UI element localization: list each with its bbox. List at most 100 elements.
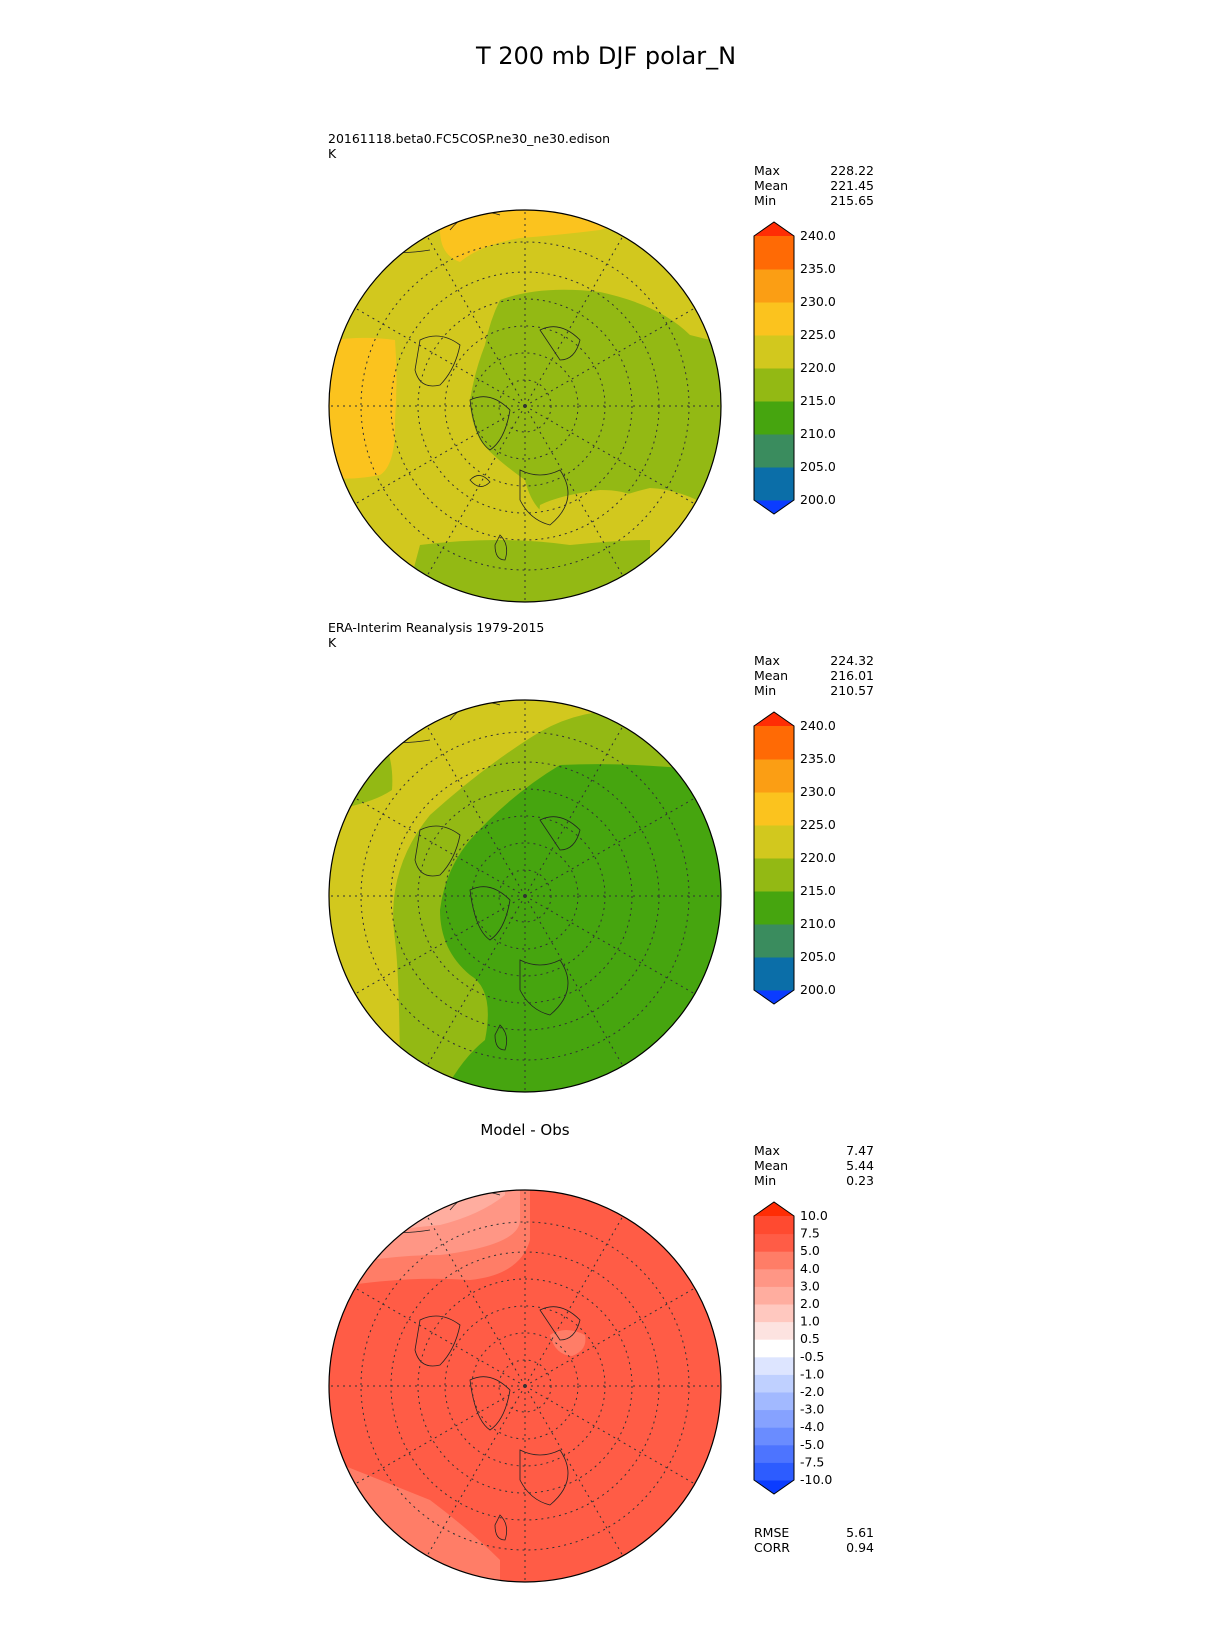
reference-colorbar-bottom-extension bbox=[754, 990, 794, 1004]
reference-max-value: 224.32 bbox=[830, 653, 874, 668]
reference-colorbar-segment bbox=[754, 726, 794, 760]
test-max-label: Max bbox=[754, 163, 780, 178]
diff-field-4-5-east bbox=[550, 1330, 586, 1356]
reference-colorbar-segment bbox=[754, 924, 794, 958]
diff-coastlines bbox=[379, 1190, 621, 1541]
test-map-boundary bbox=[328, 209, 722, 603]
diff-mean-value: 5.44 bbox=[846, 1158, 874, 1173]
diff-colorbar-bottom-extension bbox=[754, 1480, 794, 1494]
diff-colorbar-segment bbox=[754, 1409, 794, 1428]
reference-mean-label: Mean bbox=[754, 668, 789, 683]
diff-colorbar-tick-label: 10.0 bbox=[800, 1208, 828, 1223]
reference-colorbar-segment bbox=[754, 957, 794, 991]
diff-colorbar-segment bbox=[754, 1321, 794, 1340]
diff-colorbar-tick-label: 3.0 bbox=[800, 1278, 820, 1293]
diff-field-4-5-south bbox=[329, 1460, 500, 1582]
diff-gridlines bbox=[329, 1190, 721, 1582]
test-colorbar-bottom-extension bbox=[754, 500, 794, 514]
test-colorbar-tick-label: 220.0 bbox=[800, 360, 836, 375]
test-colorbar: 200.0 205.0 210.0 215.0 220.0 225.0 230.0 235.0… bbox=[753, 221, 836, 515]
test-field-225-230-north bbox=[440, 210, 642, 262]
reference-max-label: Max bbox=[754, 653, 780, 668]
reference-colorbar-tick-label: 215.0 bbox=[800, 883, 836, 898]
test-field-220-225 bbox=[329, 210, 721, 602]
diff-colorbar-segment bbox=[754, 1374, 794, 1393]
reference-name-line: ERA-Interim Reanalysis 1979-2015 bbox=[328, 620, 545, 635]
test-field-220-225-east-tongue bbox=[539, 490, 645, 546]
test-colorbar-tick-label: 205.0 bbox=[800, 459, 836, 474]
diff-min-value: 0.23 bbox=[846, 1173, 874, 1188]
test-colorbar-segment bbox=[754, 401, 794, 435]
test-gridlines bbox=[329, 210, 721, 602]
diff-colorbar-tick-label: -10.0 bbox=[800, 1472, 832, 1487]
test-field-225-230-west bbox=[329, 337, 397, 479]
reference-gridlines bbox=[329, 700, 721, 1092]
reference-colorbar-segment bbox=[754, 891, 794, 925]
reference-units: K bbox=[328, 635, 337, 650]
diff-colorbar-segment bbox=[754, 1268, 794, 1287]
figure-title: T 200 mb DJF polar_N bbox=[475, 42, 737, 70]
test-field-215-220-south bbox=[400, 540, 650, 602]
diff-colorbar-segment bbox=[754, 1233, 794, 1252]
test-coastlines bbox=[379, 210, 621, 561]
reference-colorbar-segment bbox=[754, 858, 794, 892]
diff-colorbar-segment bbox=[754, 1339, 794, 1358]
diff-colorbar-tick-label: 4.0 bbox=[800, 1261, 820, 1276]
diff-colorbar-segment bbox=[754, 1392, 794, 1411]
diff-colorbar-tick-label: -0.5 bbox=[800, 1349, 824, 1364]
diff-mean-label: Mean bbox=[754, 1158, 789, 1173]
test-colorbar-tick-label: 200.0 bbox=[800, 492, 836, 507]
reference-field-215-220-west bbox=[329, 720, 393, 812]
diff-colorbar-outline bbox=[753, 1201, 795, 1495]
test-min-value: 215.65 bbox=[830, 193, 874, 208]
reference-field-210-215 bbox=[440, 764, 721, 1092]
diff-field-0.5-1 bbox=[329, 1190, 440, 1205]
diff-colorbar-tick-label: -4.0 bbox=[800, 1419, 824, 1434]
diff-rmse-label: RMSE bbox=[754, 1525, 790, 1540]
test-mean-value: 221.45 bbox=[830, 178, 874, 193]
diff-field-1-2 bbox=[329, 1190, 475, 1230]
test-field-215-220 bbox=[470, 289, 721, 520]
test-colorbar-tick-label: 230.0 bbox=[800, 294, 836, 309]
reference-coastlines bbox=[379, 700, 621, 1051]
reference-colorbar-tick-label: 240.0 bbox=[800, 718, 836, 733]
diff-max-value: 7.47 bbox=[846, 1143, 874, 1158]
diff-colorbar-tick-label: 7.5 bbox=[800, 1226, 820, 1241]
reference-map-boundary bbox=[328, 699, 722, 1093]
diff-corr-label: CORR bbox=[754, 1540, 790, 1555]
reference-colorbar: 200.0 205.0 210.0 215.0 220.0 225.0 230.0 235.0… bbox=[753, 711, 836, 1005]
test-colorbar-segment bbox=[754, 335, 794, 369]
diff-colorbar: -10.0 -7.5 -5.0 -4.0 -3.0 -2.0 -1.0 -0.5 0.5 1.0 2… bbox=[753, 1201, 832, 1495]
test-colorbar-segment bbox=[754, 236, 794, 270]
diff-colorbar-segment bbox=[754, 1356, 794, 1375]
diff-colorbar-tick-label: 0.5 bbox=[800, 1331, 820, 1346]
reference-colorbar-outline bbox=[753, 711, 795, 1005]
diff-colorbar-tick-label: -2.0 bbox=[800, 1384, 824, 1399]
diff-colorbar-tick-label: -5.0 bbox=[800, 1437, 824, 1452]
diff-map-boundary bbox=[328, 1189, 722, 1583]
test-name-line: 20161118.beta0.FC5COSP.ne30_ne30.edison bbox=[328, 131, 611, 146]
diff-corr-value: 0.94 bbox=[846, 1540, 874, 1555]
test-colorbar-top-extension bbox=[754, 222, 794, 236]
diff-colorbar-tick-label: -3.0 bbox=[800, 1402, 824, 1417]
reference-colorbar-tick-label: 225.0 bbox=[800, 817, 836, 832]
diff-max-label: Max bbox=[754, 1143, 780, 1158]
diff-colorbar-top-extension bbox=[754, 1202, 794, 1216]
test-colorbar-tick-label: 210.0 bbox=[800, 426, 836, 441]
test-colorbar-tick-label: 225.0 bbox=[800, 327, 836, 342]
test-max-value: 228.22 bbox=[830, 163, 874, 178]
diff-rmse-value: 5.61 bbox=[846, 1525, 874, 1540]
test-colorbar-segment bbox=[754, 368, 794, 402]
reference-map bbox=[329, 700, 721, 1092]
diff-field-4-5 bbox=[329, 1190, 530, 1290]
reference-colorbar-tick-label: 205.0 bbox=[800, 949, 836, 964]
test-colorbar-segment bbox=[754, 467, 794, 501]
diff-colorbar-segment bbox=[754, 1304, 794, 1323]
test-units: K bbox=[328, 146, 337, 161]
test-colorbar-tick-label: 240.0 bbox=[800, 228, 836, 243]
diff-colorbar-segment bbox=[754, 1444, 794, 1463]
diff-colorbar-tick-label: 1.0 bbox=[800, 1314, 820, 1329]
reference-colorbar-segment bbox=[754, 759, 794, 793]
diff-field-5-7.5 bbox=[329, 1190, 721, 1582]
